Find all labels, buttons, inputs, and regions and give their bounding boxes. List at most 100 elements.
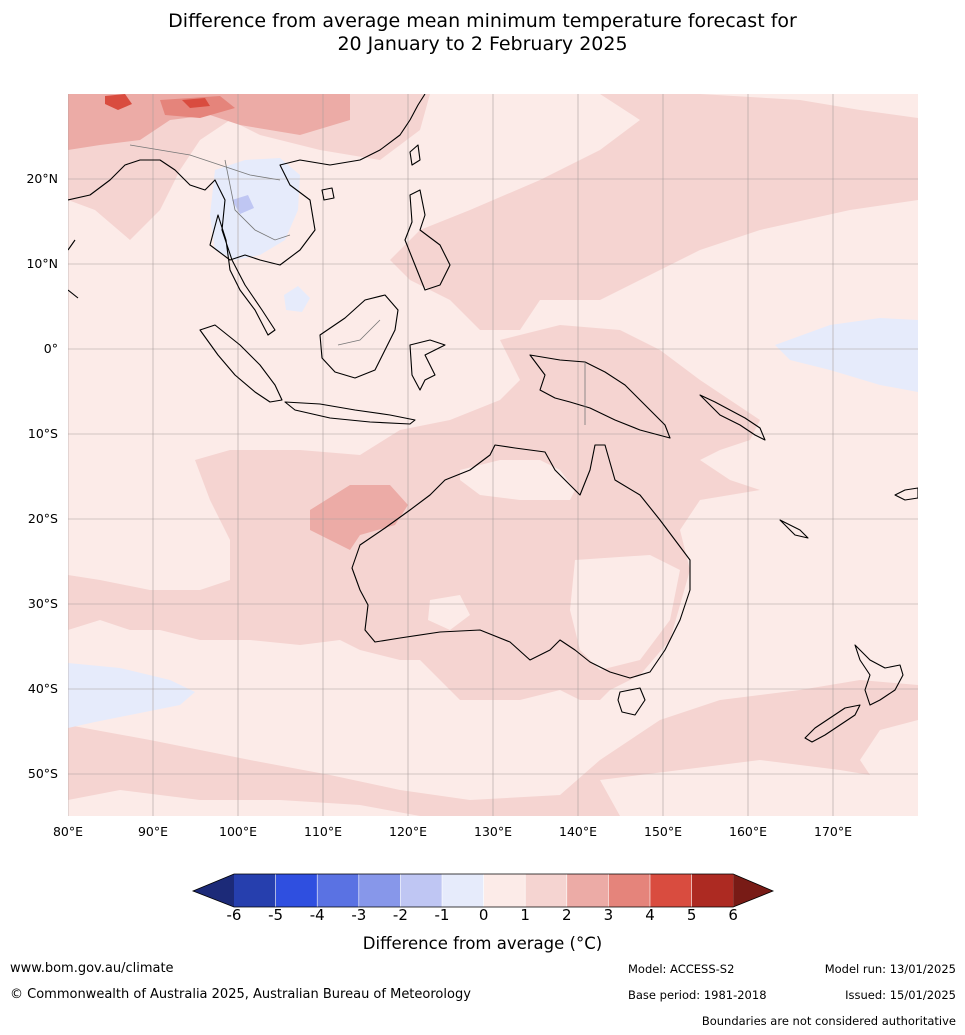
colorbar-tick-label: 3 <box>603 906 614 924</box>
map-fill <box>68 94 918 816</box>
australia-coast <box>351 444 691 679</box>
philippines-coast <box>404 189 451 291</box>
anomaly-region-0-1 <box>460 460 575 500</box>
colorbar-tick-label: 0 <box>478 906 489 924</box>
colorbar-swatch <box>234 874 276 907</box>
sumatra-coast <box>199 324 283 403</box>
colorbar-swatch <box>566 874 609 907</box>
colorbar-tick-label: -2 <box>392 906 408 924</box>
anomaly-region-4-5 <box>105 94 132 110</box>
anomaly-region-neg1-0 <box>210 158 300 260</box>
lon-label: 140°E <box>558 824 598 839</box>
lat-label: 10°S <box>27 426 58 441</box>
lon-label: 110°E <box>303 824 343 839</box>
lat-label: 20°N <box>26 171 58 186</box>
colorbar-swatch <box>483 874 526 907</box>
asia-border <box>224 159 291 241</box>
colorbar-tick-label: -4 <box>309 906 325 924</box>
java-coast <box>284 401 416 425</box>
colorbar-swatch <box>400 874 442 907</box>
issued-date: Issued: 15/01/2025 <box>845 988 956 1002</box>
colorbar-swatch <box>691 874 734 907</box>
colorbar-dividers <box>275 874 692 907</box>
anomaly-region-neg1-0 <box>68 663 195 728</box>
colorbar-tick-label: -5 <box>268 906 284 924</box>
borneo-border <box>337 319 381 346</box>
website-link[interactable]: www.bom.gov.au/climate <box>10 961 174 976</box>
new-guinea-coast <box>529 354 671 439</box>
anomaly-region-2-3 <box>310 485 408 550</box>
colorbar-tick-label: -3 <box>351 906 367 924</box>
base-period: Base period: 1981-2018 <box>628 988 767 1002</box>
solomon-islands-coast <box>699 394 766 441</box>
model-run-date: Model run: 13/01/2025 <box>824 962 956 976</box>
colorbar-swatch <box>317 874 359 907</box>
anomaly-region-4-5 <box>182 98 210 108</box>
lon-label: 130°E <box>473 824 513 839</box>
new-caledonia-coast <box>779 519 809 539</box>
lat-label: 20°S <box>27 511 58 526</box>
lon-label: 160°E <box>728 824 768 839</box>
colorbar-tick-label: 4 <box>645 906 655 924</box>
colorbar-outline <box>191 873 775 908</box>
asia-coast <box>68 289 79 299</box>
lon-label: 150°E <box>643 824 683 839</box>
anomaly-region-neg2-neg1 <box>232 195 254 214</box>
title-line-1: Difference from average mean minimum tem… <box>168 10 797 32</box>
lat-label: 10°N <box>26 256 58 271</box>
lon-label: 100°E <box>218 824 258 839</box>
anomaly-region-neg1-0 <box>284 286 310 312</box>
colorbar-swatch <box>608 874 650 907</box>
lon-label: 120°E <box>388 824 428 839</box>
colorbar-swatch <box>650 874 692 907</box>
coastlines <box>68 94 918 743</box>
colorbar-tick-label: -1 <box>434 906 450 924</box>
country-borders <box>129 144 586 425</box>
colorbar-swatch <box>733 874 773 907</box>
colorbar-swatch <box>358 874 401 907</box>
lat-label: 40°S <box>27 681 58 696</box>
lat-label: 50°S <box>27 766 58 781</box>
graticule <box>68 94 918 816</box>
chart-title: Difference from average mean minimum tem… <box>0 10 965 56</box>
anomaly-region-1-2 <box>68 94 430 240</box>
anomaly-region-neg1-0 <box>775 318 918 392</box>
model-name: Model: ACCESS-S2 <box>628 962 735 976</box>
colorbar-swatch <box>442 874 484 907</box>
colorbar-title: Difference from average (°C) <box>362 934 603 953</box>
colorbar-swatch <box>525 874 567 907</box>
colorbar-tick-label: 1 <box>520 906 530 924</box>
colorbar-tick-label: 2 <box>562 906 572 924</box>
copyright-text: © Commonwealth of Australia 2025, Austra… <box>10 987 471 1002</box>
nz-north-island-coast <box>854 644 904 706</box>
boundary-disclaimer: Boundaries are not considered authoritat… <box>701 1014 956 1028</box>
lat-label: 30°S <box>27 596 58 611</box>
hainan-coast <box>321 187 335 201</box>
lon-label: 90°E <box>137 824 169 839</box>
nz-south-island-coast <box>804 704 861 743</box>
tasmania-coast <box>617 687 646 716</box>
colorbar-tick-label: 6 <box>728 906 738 924</box>
lon-label: 170°E <box>813 824 853 839</box>
title-line-2: 20 January to 2 February 2025 <box>337 33 628 55</box>
asia-coast <box>68 239 76 251</box>
asia-border <box>129 144 281 181</box>
anomaly-region-1-2 <box>390 94 918 330</box>
colorbar-tick-label: -6 <box>226 906 242 924</box>
colorbar-swatch <box>193 874 234 907</box>
anomaly-region-0-1 <box>570 555 680 670</box>
anomaly-region-2-3 <box>68 94 350 150</box>
anomaly-region-0-1 <box>700 94 918 118</box>
sulawesi-coast <box>409 339 446 391</box>
colorbar-swatches <box>193 874 773 907</box>
lon-label: 80°E <box>52 824 84 839</box>
lat-label: 0° <box>43 341 58 356</box>
taiwan-coast <box>409 144 421 166</box>
colorbar-swatch <box>275 874 318 907</box>
colorbar-tick-label: 5 <box>686 906 697 924</box>
anomaly-region-0-1 <box>68 790 420 816</box>
fiji-coast <box>894 487 918 501</box>
borneo-coast <box>319 294 399 379</box>
